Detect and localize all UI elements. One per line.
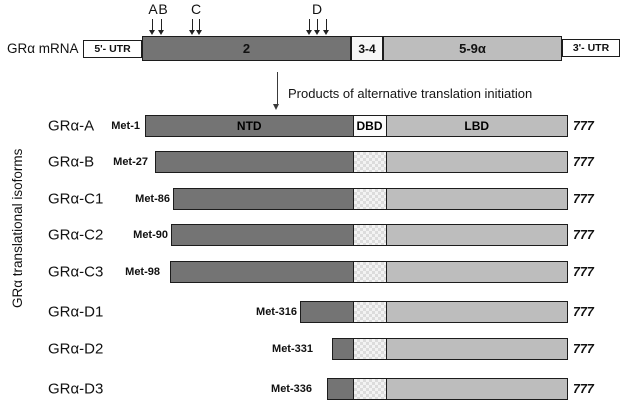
mrna-3utr-label: 3'- UTR [572, 42, 610, 54]
initiation-arrow-icon [148, 19, 155, 35]
lbd-label: LBD [464, 119, 490, 133]
dbd-segment [352, 152, 387, 172]
dbd-segment [352, 302, 387, 322]
lbd-segment [386, 152, 567, 172]
isoform-row-c1: GRα-C1 Met-86 777 [0, 188, 622, 210]
met-start-label: Met-336 [271, 383, 312, 395]
mrna-exon59-box: 5-9α [383, 36, 562, 61]
initiation-arrow-icon [322, 19, 329, 35]
ntd-segment [156, 152, 353, 172]
initiation-arrow-icon [195, 19, 202, 35]
isoform-name: GRα-C3 [48, 263, 104, 281]
isoform-row-d2: GRα-D2 Met-331 777 [0, 338, 622, 360]
site-label-b: B [158, 1, 168, 17]
met-start-label: Met-86 [135, 193, 170, 205]
isoform-bar [300, 301, 568, 323]
met-start-label: Met-331 [272, 343, 313, 355]
initiation-arrow-icon [313, 19, 320, 35]
dbd-label: DBD [356, 119, 383, 133]
isoform-name: GRα-A [48, 117, 95, 135]
site-label-d: D [311, 1, 323, 17]
isoform-row-b: GRα-B Met-27 777 [0, 151, 622, 173]
lbd-segment [386, 225, 567, 245]
isoform-row-d1: GRα-D1 Met-316 777 [0, 301, 622, 323]
caption-text: Products of alternative translation init… [288, 86, 533, 101]
dbd-segment [352, 225, 387, 245]
met-start-label: Met-98 [125, 266, 160, 278]
isoform-bar [327, 378, 568, 400]
ntd-segment [328, 379, 353, 399]
isoform-row-c2: GRα-C2 Met-90 777 [0, 224, 622, 246]
met-start-label: Met-316 [256, 306, 297, 318]
isoform-name: GRα-C2 [48, 226, 104, 244]
met-start-label: Met-27 [113, 156, 148, 168]
isoform-bar [332, 338, 568, 360]
end-residue-label: 777 [573, 119, 594, 133]
lbd-segment [386, 302, 567, 322]
isoform-name: GRα-B [48, 153, 95, 171]
initiation-arrow-icon [305, 19, 312, 35]
ntd-segment: NTD [146, 116, 353, 136]
ntd-segment [301, 302, 353, 322]
isoform-bar [170, 261, 568, 283]
mrna-exon34-label: 3-4 [358, 41, 376, 56]
isoform-bar [171, 224, 568, 246]
end-residue-label: 777 [573, 305, 594, 319]
lbd-segment [386, 262, 567, 282]
initiation-arrow-icon [157, 19, 164, 35]
dbd-segment: DBD [352, 116, 387, 136]
ntd-segment [171, 262, 353, 282]
isoform-name: GRα-C1 [48, 190, 104, 208]
down-arrow-icon [273, 72, 280, 110]
side-axis-label-text: GRα translational isoforms [10, 148, 25, 308]
initiation-arrow-icon [188, 19, 195, 35]
lbd-segment [386, 339, 567, 359]
isoform-row-d3: GRα-D3 Met-336 777 [0, 378, 622, 400]
mrna-exon2-label: 2 [242, 41, 251, 56]
end-residue-label: 777 [573, 155, 594, 169]
isoform-name: GRα-D1 [48, 303, 104, 321]
mrna-exon59-label: 5-9α [459, 41, 486, 56]
isoform-bar [173, 188, 568, 210]
end-residue-label: 777 [573, 265, 594, 279]
isoform-name: GRα-D3 [48, 380, 104, 398]
mrna-label: GRα mRNA [7, 41, 79, 56]
lbd-segment: LBD [386, 116, 567, 136]
isoform-row-a: GRα-A Met-1 NTD DBD LBD 777 [0, 115, 622, 137]
isoform-bar [155, 151, 568, 173]
end-residue-label: 777 [573, 228, 594, 242]
dbd-segment [352, 189, 387, 209]
ntd-segment [333, 339, 353, 359]
dbd-segment [352, 339, 387, 359]
mrna-5utr-label: 5'- UTR [94, 43, 131, 55]
met-start-label: Met-1 [111, 120, 140, 132]
dbd-segment [352, 262, 387, 282]
end-residue-label: 777 [573, 342, 594, 356]
mrna-3utr-box: 3'- UTR [562, 39, 620, 57]
end-residue-label: 777 [573, 382, 594, 396]
isoform-name: GRα-D2 [48, 340, 104, 358]
lbd-segment [386, 189, 567, 209]
site-label-a: A [148, 1, 158, 17]
lbd-segment [386, 379, 567, 399]
mrna-exon34-box: 3-4 [351, 36, 383, 61]
met-start-label: Met-90 [133, 229, 168, 241]
mrna-5utr-box: 5'- UTR [83, 40, 142, 58]
isoform-bar: NTD DBD LBD [145, 115, 568, 137]
isoform-row-c3: GRα-C3 Met-98 777 [0, 261, 622, 283]
site-label-c: C [190, 1, 202, 17]
dbd-segment [352, 379, 387, 399]
mrna-exon2-box: 2 [142, 36, 351, 61]
ntd-segment [174, 189, 353, 209]
ntd-label: NTD [236, 119, 262, 133]
end-residue-label: 777 [573, 192, 594, 206]
ntd-segment [172, 225, 353, 245]
